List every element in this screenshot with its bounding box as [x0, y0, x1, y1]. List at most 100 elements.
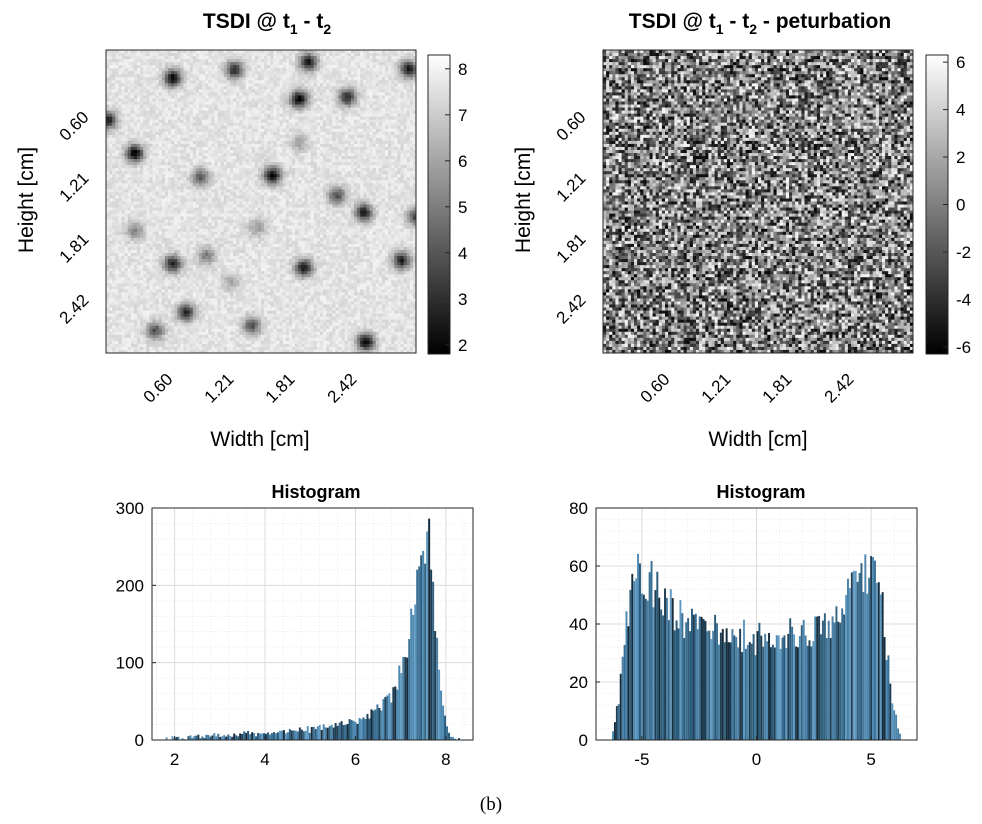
- heatmap-cell: [381, 107, 386, 111]
- heatmap-cell: [254, 192, 259, 196]
- heatmap-cell: [391, 83, 395, 87]
- heatmap-cell: [192, 171, 197, 175]
- heatmap-cell: [409, 125, 414, 130]
- heatmap-cell: [288, 189, 293, 193]
- heatmap-cell: [354, 74, 358, 78]
- heatmap-cell: [189, 183, 194, 187]
- heatmap-cell: [301, 101, 305, 105]
- heatmap-cell: [385, 143, 389, 148]
- heatmap-cell: [174, 122, 178, 127]
- heatmap-cell: [177, 128, 181, 133]
- heatmap-cell: [276, 59, 280, 63]
- heatmap-cell: [140, 59, 144, 63]
- heatmap-cell: [226, 131, 231, 136]
- heatmap-cell: [391, 171, 395, 175]
- heatmap-cell: [326, 165, 330, 169]
- heatmap-cell: [161, 50, 166, 54]
- heatmap-cell: [223, 153, 228, 157]
- heatmap-cell: [388, 53, 392, 57]
- heatmap-cell: [264, 149, 268, 154]
- heatmap-cell: [313, 95, 318, 99]
- heatmap-cell: [288, 119, 293, 124]
- heatmap-cell: [211, 56, 215, 60]
- heatmap-cell: [316, 183, 321, 187]
- heatmap-cell: [412, 98, 417, 102]
- heatmap-cell: [298, 137, 302, 142]
- heatmap-cell: [155, 119, 160, 124]
- heatmap-cell: [326, 74, 330, 78]
- heatmap-cell: [180, 159, 184, 163]
- heatmap-cell: [226, 119, 231, 124]
- heatmap-cell: [292, 83, 296, 87]
- heatmap-cell: [180, 146, 184, 151]
- heatmap-cell: [357, 177, 361, 181]
- heatmap-cell: [112, 113, 116, 118]
- heatmap-cell: [412, 50, 417, 54]
- heatmap-cell: [326, 198, 330, 202]
- heatmap-cell: [186, 50, 191, 54]
- heatmap-cell: [326, 86, 330, 90]
- heatmap-cell: [298, 116, 302, 121]
- heatmap-cell: [177, 122, 181, 127]
- heatmap-cell: [270, 125, 274, 130]
- heatmap-cell: [282, 140, 287, 145]
- heatmap-cell: [112, 183, 116, 187]
- heatmap-cell: [304, 134, 308, 139]
- heatmap-cell: [168, 80, 172, 84]
- heatmap-cell: [400, 107, 404, 111]
- heatmap-cell: [233, 104, 237, 108]
- heatmap-cell: [146, 198, 150, 202]
- heatmap-cell: [239, 159, 243, 163]
- heatmap-cell: [202, 186, 206, 190]
- heatmap-cell: [394, 89, 398, 93]
- heatmap-cell: [133, 65, 138, 69]
- heatmap-cell: [273, 195, 277, 199]
- heatmap-cell: [233, 153, 237, 157]
- heatmap-cell: [248, 50, 253, 54]
- heatmap-cell: [171, 65, 175, 69]
- heatmap-cell: [304, 80, 308, 84]
- heatmap-cell: [205, 59, 209, 63]
- heatmap-cell: [180, 74, 184, 78]
- heatmap-cell: [239, 101, 243, 105]
- heatmap-cell: [109, 153, 113, 157]
- heatmap-cell: [257, 195, 262, 199]
- heatmap-cell: [406, 86, 411, 90]
- heatmap-cell: [341, 77, 346, 81]
- heatmap-cell: [292, 134, 296, 139]
- heatmap-cell: [292, 177, 296, 181]
- heatmap-cell: [174, 149, 178, 154]
- heatmap-cell: [118, 146, 122, 151]
- heatmap-cell: [118, 137, 122, 142]
- heatmap-cell: [394, 165, 398, 169]
- heatmap-cell: [307, 131, 311, 136]
- heatmap-cell: [264, 56, 268, 60]
- heatmap-cell: [143, 125, 147, 130]
- heatmap-cell: [189, 80, 194, 84]
- heatmap-cell: [152, 143, 156, 148]
- heatmap-cell: [403, 140, 408, 145]
- heatmap-cell: [360, 137, 364, 142]
- heatmap-cell: [267, 59, 271, 63]
- heatmap-cell: [301, 113, 305, 118]
- heatmap-cell: [106, 168, 110, 172]
- heatmap-cell: [257, 59, 262, 63]
- heatmap-cell: [338, 62, 342, 66]
- heatmap-cell: [171, 189, 175, 193]
- heatmap-cell: [375, 165, 380, 169]
- heatmap-cell: [164, 122, 169, 127]
- heatmap-cell: [369, 146, 373, 151]
- heatmap-cell: [155, 140, 160, 145]
- heatmap-cell: [394, 71, 398, 75]
- heatmap-cell: [186, 56, 191, 60]
- heatmap-cell: [279, 153, 284, 157]
- heatmap-cell: [406, 101, 411, 105]
- heatmap-cell: [171, 174, 175, 178]
- heatmap-cell: [195, 53, 200, 57]
- heatmap-cell: [366, 143, 370, 148]
- heatmap-cell: [199, 149, 203, 154]
- heatmap-cell: [360, 80, 364, 84]
- heatmap-cell: [168, 77, 172, 81]
- heatmap-cell: [307, 101, 311, 105]
- heatmap-cell: [323, 56, 327, 60]
